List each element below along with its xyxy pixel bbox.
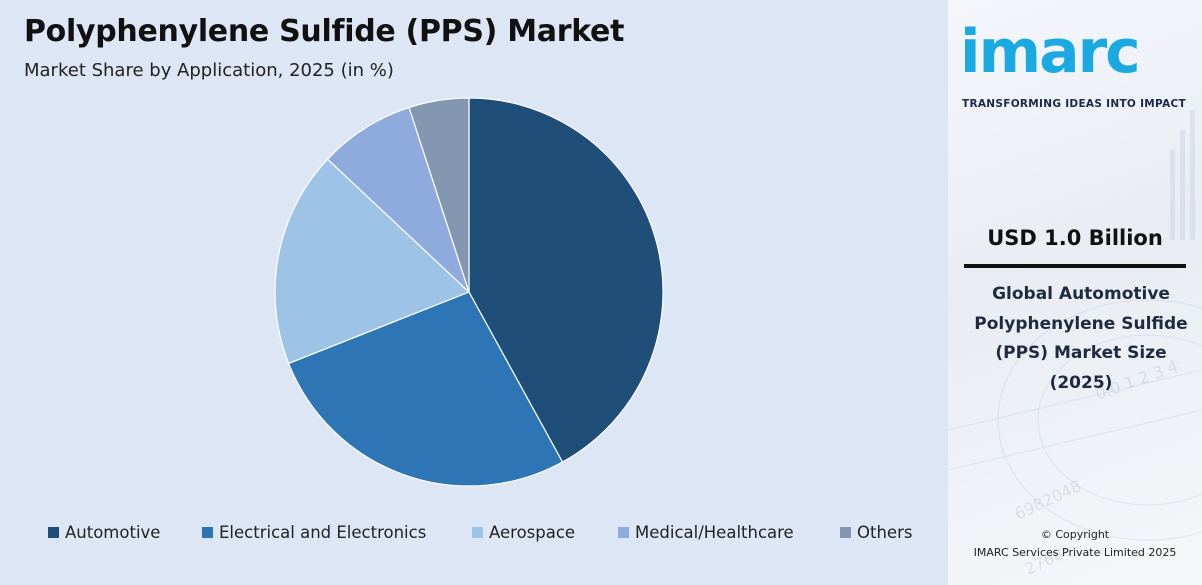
svg-text:6982048: 6982048 xyxy=(1012,476,1085,523)
legend-label: Electrical and Electronics xyxy=(219,523,427,542)
legend-item-aerospace: Aerospace xyxy=(472,523,575,542)
legend-item-electrical-and-electronics: Electrical and Electronics xyxy=(202,523,426,542)
pie-slice-others xyxy=(408,97,470,293)
pie-slice-medical-healthcare xyxy=(326,106,470,293)
copyright-line-1: © Copyright xyxy=(1040,528,1110,541)
legend-label: Automotive xyxy=(65,523,161,542)
legend-swatch xyxy=(840,527,851,538)
legend-swatch xyxy=(202,527,213,538)
chart-legend: Automotive Electrical and Electronics Aero… xyxy=(40,523,930,547)
logo-tagline: TRANSFORMING IDEAS INTO IMPACT xyxy=(962,98,1186,110)
legend-swatch xyxy=(48,527,59,538)
legend-item-medical-healthcare: Medical/Healthcare xyxy=(618,523,794,542)
legend-swatch xyxy=(618,527,629,538)
background-graphic: 0.0 1 2 3 4 6982048 2768 xyxy=(948,110,1202,579)
divider xyxy=(964,264,1186,268)
pie-slice-aerospace xyxy=(274,158,471,365)
market-size-description: Global Automotive Polyphenylene Sulfide … xyxy=(974,284,1188,393)
chart-panel: Polyphenylene Sulfide (PPS) Market Marke… xyxy=(0,0,948,585)
pie-slice-electrical-and-electronics xyxy=(287,291,564,487)
legend-label: Aerospace xyxy=(489,523,576,542)
pie-slice-automotive xyxy=(468,97,664,463)
legend-item-automotive: Automotive xyxy=(48,523,160,542)
legend-label: Others xyxy=(857,523,913,542)
market-size-value: USD 1.0 Billion xyxy=(987,226,1163,250)
side-panel: 0.0 1 2 3 4 6982048 2768 imarc TRANSFORM… xyxy=(948,0,1202,585)
imarc-logo: imarc TRANSFORMING IDEAS INTO IMPACT xyxy=(960,12,1198,116)
chart-subtitle: Market Share by Application, 2025 (in %) xyxy=(24,60,394,81)
legend-label: Medical/Healthcare xyxy=(635,523,794,542)
legend-swatch xyxy=(472,527,483,538)
chart-title: Polyphenylene Sulfide (PPS) Market xyxy=(24,14,625,49)
legend-item-others: Others xyxy=(840,523,912,542)
pie-chart xyxy=(274,97,664,487)
logo-wordmark: imarc xyxy=(960,17,1141,87)
copyright-line-2: IMARC Services Private Limited 2025 xyxy=(973,546,1177,559)
